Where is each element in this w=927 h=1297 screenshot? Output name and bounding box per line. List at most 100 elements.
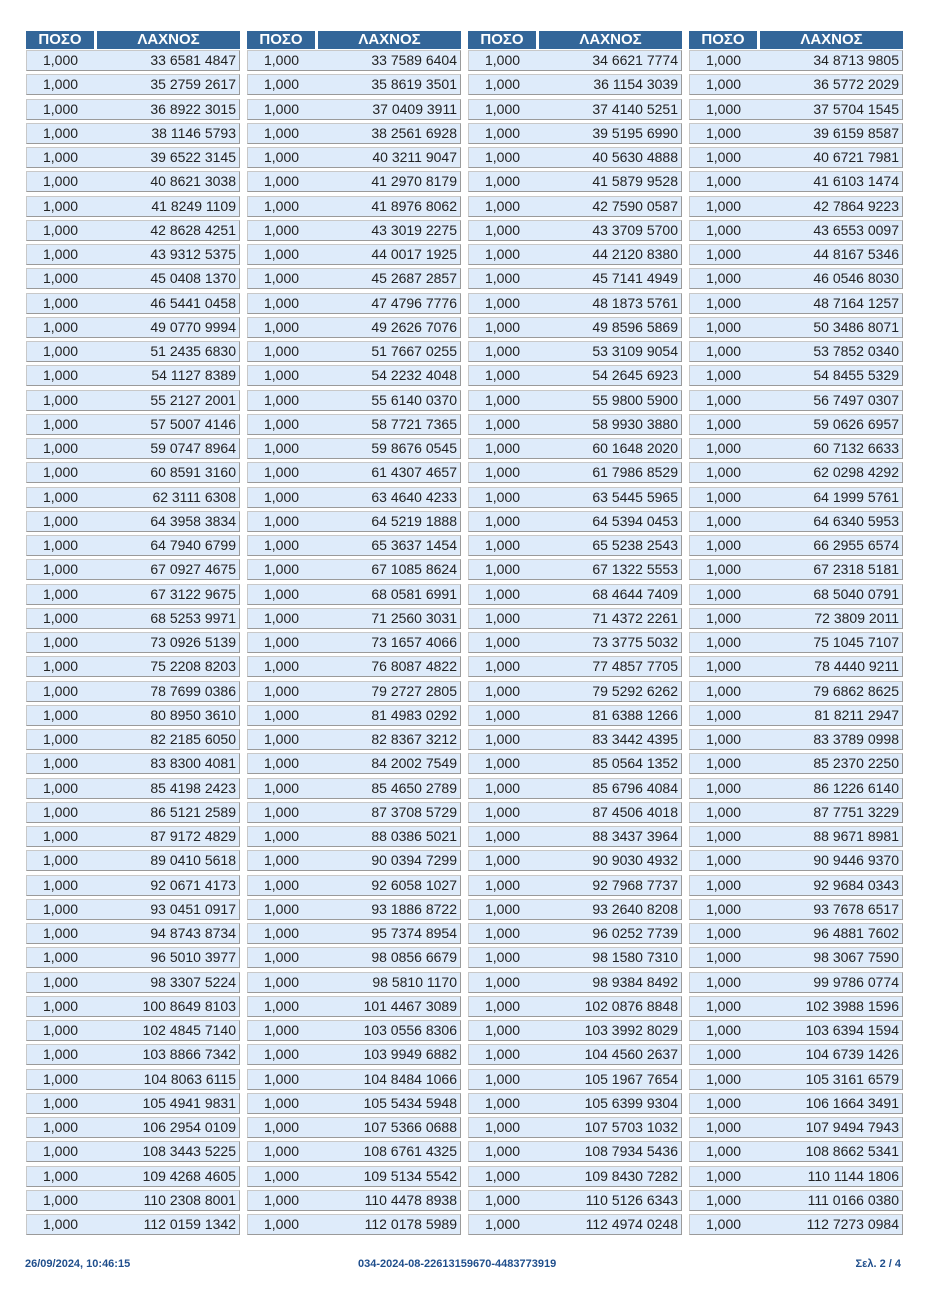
ticket-number: 68 4644 7409 — [592, 585, 678, 602]
amount-value: 1,000 — [43, 828, 79, 844]
ticket-number: 44 8167 5346 — [813, 246, 899, 262]
amount-value: 1,000 — [706, 949, 742, 966]
ticket-number: 65 3637 1454 — [371, 537, 457, 553]
table-row: 1,000 75 2208 8203 1,000 76 8087 4822 1,000 7… — [26, 655, 903, 679]
ticket-entry: 1,000 75 1045 7107 — [689, 632, 903, 653]
ticket-number: 64 1999 5761 — [813, 488, 899, 505]
ticket-number: 33 6581 4847 — [150, 52, 236, 68]
ticket-number: 79 6862 8625 — [813, 682, 899, 699]
ticket-entry: 1,000 95 7374 8954 — [247, 923, 461, 944]
table-row: 1,000 64 3958 3834 1,000 64 5219 1888 1,000 6… — [26, 510, 903, 534]
amount-value: 1,000 — [706, 415, 742, 432]
ticket-number: 83 3789 0998 — [813, 731, 899, 747]
amount-value: 1,000 — [264, 318, 300, 335]
ticket-number: 59 8676 0545 — [371, 440, 457, 456]
table-row: 1,000 93 0451 0917 1,000 93 1886 8722 1,000 9… — [26, 898, 903, 922]
ticket-number: 92 6058 1027 — [371, 876, 457, 893]
ticket-entry: 1,000 64 5394 0453 — [468, 510, 682, 532]
ticket-number: 78 4440 9211 — [814, 658, 899, 675]
amount-value: 1,000 — [43, 440, 79, 456]
amount-value: 1,000 — [43, 876, 79, 893]
ticket-entry: 1,000 85 0564 1352 — [468, 753, 682, 775]
ticket-number: 86 1226 6140 — [813, 779, 899, 796]
ticket-entry: 1,000 67 3122 9675 — [26, 583, 240, 605]
ticket-entry: 1,000 56 7497 0307 — [689, 389, 903, 411]
ticket-number: 67 2318 5181 — [813, 561, 899, 578]
amount-value: 1,000 — [43, 706, 79, 723]
amount-value: 1,000 — [485, 1046, 521, 1063]
ticket-number: 78 7699 0386 — [150, 682, 236, 699]
amount-value: 1,000 — [485, 1094, 521, 1111]
ticket-entry: 1,000 73 3775 5032 — [468, 632, 682, 653]
ticket-number: 103 6394 1594 — [805, 1022, 899, 1038]
ticket-header: ΛΑΧΝΟΣ — [539, 31, 682, 49]
ticket-number: 106 1664 3491 — [805, 1094, 899, 1111]
amount-value: 1,000 — [43, 634, 79, 650]
amount-value: 1,000 — [706, 900, 742, 917]
ticket-entry: 1,000 81 4983 0292 — [247, 704, 461, 726]
ticket-number: 84 2002 7549 — [371, 755, 457, 772]
ticket-number: 34 8713 9805 — [813, 52, 899, 68]
ticket-number: 43 3709 5700 — [592, 221, 678, 238]
amount-value: 1,000 — [706, 755, 742, 772]
ticket-number: 58 9930 3880 — [592, 415, 678, 432]
amount-value: 1,000 — [706, 270, 742, 287]
amount-value: 1,000 — [485, 488, 521, 505]
amount-value: 1,000 — [43, 900, 79, 917]
ticket-entry: 1,000 104 4560 2637 — [468, 1044, 682, 1066]
ticket-entry: 1,000 40 6721 7981 — [689, 147, 903, 168]
ticket-entry: 1,000 60 7132 6633 — [689, 438, 903, 459]
ticket-number: 75 2208 8203 — [150, 658, 236, 675]
ticket-number: 67 3122 9675 — [150, 585, 236, 602]
amount-value: 1,000 — [264, 997, 300, 1014]
amount-value: 1,000 — [43, 1167, 79, 1184]
ticket-number: 68 5253 9971 — [150, 609, 236, 626]
amount-value: 1,000 — [43, 1070, 79, 1087]
table-row: 1,000 73 0926 5139 1,000 73 1657 4066 1,000 7… — [26, 631, 903, 655]
ticket-entry: 1,000 106 1664 3491 — [689, 1092, 903, 1114]
amount-value: 1,000 — [485, 440, 521, 456]
ticket-entry: 1,000 103 9949 6882 — [247, 1044, 461, 1066]
ticket-entry: 1,000 35 2759 2617 — [26, 74, 240, 96]
amount-value: 1,000 — [706, 149, 742, 165]
ticket-entry: 1,000 89 0410 5618 — [26, 850, 240, 872]
ticket-entry: 1,000 58 7721 7365 — [247, 413, 461, 435]
ticket-entry: 1,000 45 2687 2857 — [247, 268, 461, 290]
amount-value: 1,000 — [264, 925, 300, 941]
ticket-number: 85 2370 2250 — [813, 755, 899, 772]
table-row: 1,000 83 8300 4081 1,000 84 2002 7549 1,000 8… — [26, 752, 903, 776]
amount-value: 1,000 — [43, 1094, 79, 1111]
table-row: 1,000 62 3111 6308 1,000 63 4640 4233 1,000 6… — [26, 486, 903, 510]
amount-value: 1,000 — [264, 294, 300, 311]
ticket-entry: 1,000 38 2561 6928 — [247, 122, 461, 144]
ticket-entry: 1,000 109 4268 4605 — [26, 1165, 240, 1187]
table-row: 1,000 33 6581 4847 1,000 33 7589 6404 1,000 3… — [26, 49, 903, 73]
ticket-number: 102 0876 8848 — [584, 997, 678, 1014]
ticket-entry: 1,000 39 6159 8587 — [689, 122, 903, 144]
ticket-entry: 1,000 38 1146 5793 — [26, 122, 240, 144]
ticket-number: 98 1580 7310 — [592, 949, 678, 966]
ticket-number: 42 8628 4251 — [150, 221, 236, 238]
ticket-number: 93 0451 0917 — [150, 900, 236, 917]
table-row: 1,000 36 8922 3015 1,000 37 0409 3911 1,000 3… — [26, 98, 903, 122]
amount-value: 1,000 — [485, 415, 521, 432]
page-number: Σελ. 2 / 4 — [855, 1258, 901, 1270]
ticket-header: ΛΑΧΝΟΣ — [760, 31, 903, 49]
ticket-number: 79 5292 6262 — [592, 682, 678, 699]
amount-value: 1,000 — [485, 1022, 521, 1038]
ticket-number: 64 5394 0453 — [592, 512, 678, 529]
ticket-entry: 1,000 34 8713 9805 — [689, 50, 903, 71]
amount-value: 1,000 — [485, 221, 521, 238]
amount-value: 1,000 — [43, 488, 79, 505]
table-row: 1,000 109 4268 4605 1,000 109 5134 5542 1,00… — [26, 1165, 903, 1189]
ticket-entry: 1,000 50 3486 8071 — [689, 316, 903, 338]
ticket-entry: 1,000 108 8662 5341 — [689, 1141, 903, 1163]
amount-value: 1,000 — [264, 900, 300, 917]
ticket-entry: 1,000 105 1967 7654 — [468, 1068, 682, 1090]
ticket-entry: 1,000 100 8649 8103 — [26, 995, 240, 1017]
table-row: 1,000 40 8621 3038 1,000 41 2970 8179 1,000 4… — [26, 170, 903, 194]
ticket-entry: 1,000 83 3442 4395 — [468, 729, 682, 750]
amount-value: 1,000 — [706, 1022, 742, 1038]
ticket-number: 102 4845 7140 — [142, 1022, 236, 1038]
ticket-number: 79 2727 2805 — [371, 682, 457, 699]
